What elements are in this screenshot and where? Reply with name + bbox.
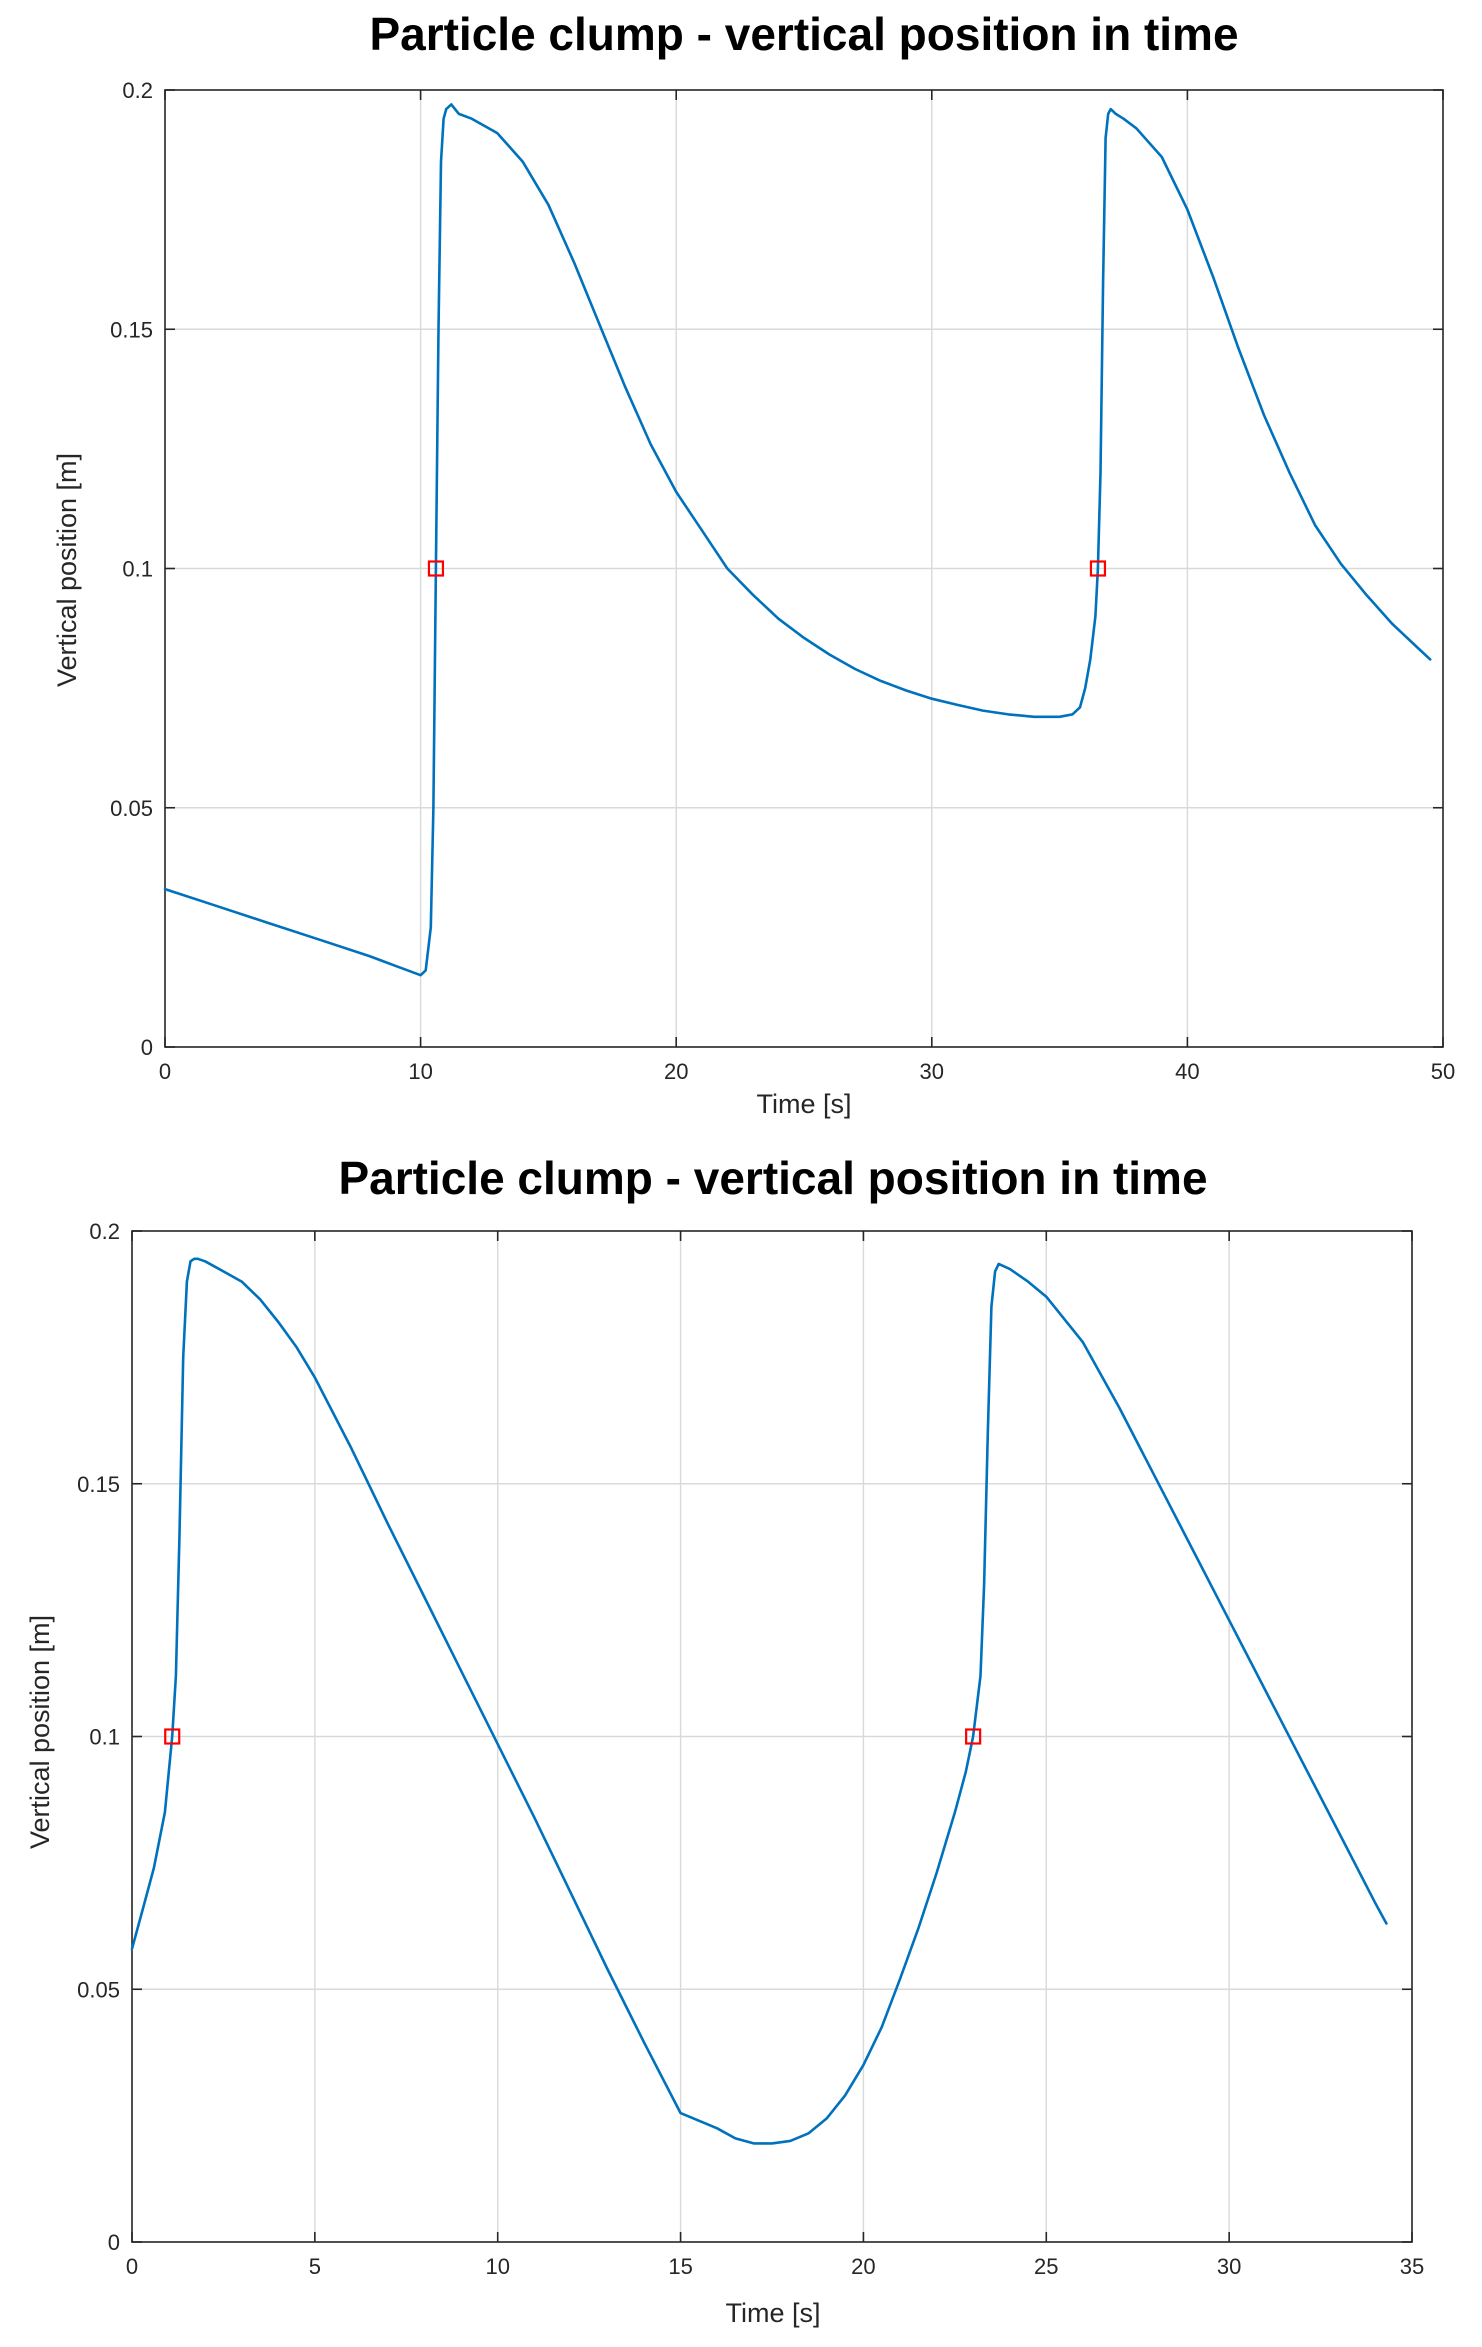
x-tick-label: 20	[664, 1059, 688, 1084]
series-layer	[163, 103, 1432, 977]
y-axis-label: Vertical position [m]	[52, 453, 82, 687]
chart-top: Particle clump - vertical position in ti…	[52, 8, 1455, 1119]
data-marker	[965, 1728, 982, 1745]
y-tick-label: 0.05	[110, 796, 153, 821]
y-tick-label: 0.1	[89, 1725, 120, 1750]
data-marker	[164, 1728, 181, 1745]
x-tick-label: 25	[1034, 2254, 1058, 2279]
x-tick-label: 0	[126, 2254, 138, 2279]
x-axis-label: Time [s]	[725, 2298, 820, 2328]
chart-title: Particle clump - vertical position in ti…	[338, 1152, 1207, 1204]
x-tick-label: 50	[1431, 1059, 1455, 1084]
x-axis-label: Time [s]	[756, 1089, 851, 1119]
y-tick-label: 0	[141, 1035, 153, 1060]
chart-title: Particle clump - vertical position in ti…	[369, 8, 1238, 60]
series-line-position	[163, 103, 1432, 977]
y-tick-label: 0.2	[89, 1219, 120, 1244]
y-tick-label: 0.1	[122, 557, 153, 582]
x-tick-label: 10	[485, 2254, 509, 2279]
data-marker	[1089, 560, 1107, 577]
grid	[165, 90, 1443, 1047]
data-marker	[427, 560, 445, 577]
x-tick-label: 35	[1400, 2254, 1424, 2279]
x-tick-label: 0	[159, 1059, 171, 1084]
x-tick-label: 10	[408, 1059, 432, 1084]
y-tick-label: 0.05	[77, 1977, 120, 2002]
x-tick-label: 15	[668, 2254, 692, 2279]
y-axis-label: Vertical position [m]	[25, 1615, 55, 1849]
marker-layer	[164, 1728, 982, 1745]
y-tick-label: 0	[108, 2230, 120, 2255]
y-tick-label: 0.15	[110, 317, 153, 342]
x-tick-label: 40	[1175, 1059, 1199, 1084]
chart-bottom: Particle clump - vertical position in ti…	[25, 1152, 1424, 2328]
grid	[132, 1231, 1412, 2242]
y-tick-label: 0.2	[122, 78, 153, 103]
x-tick-label: 5	[309, 2254, 321, 2279]
x-tick-label: 30	[920, 1059, 944, 1084]
ticks: 0 5 10 15 20 25 30 35 0 0.05 0.1 0.15 0.2	[77, 1219, 1424, 2279]
series-layer	[130, 1257, 1388, 2145]
series-line-position	[130, 1257, 1388, 2145]
marker-layer	[427, 560, 1107, 577]
x-tick-label: 30	[1217, 2254, 1241, 2279]
y-tick-label: 0.15	[77, 1472, 120, 1497]
ticks: 0 10 20 30 40 50 0 0.05 0.1 0.15 0.2	[110, 78, 1455, 1084]
x-tick-label: 20	[851, 2254, 875, 2279]
